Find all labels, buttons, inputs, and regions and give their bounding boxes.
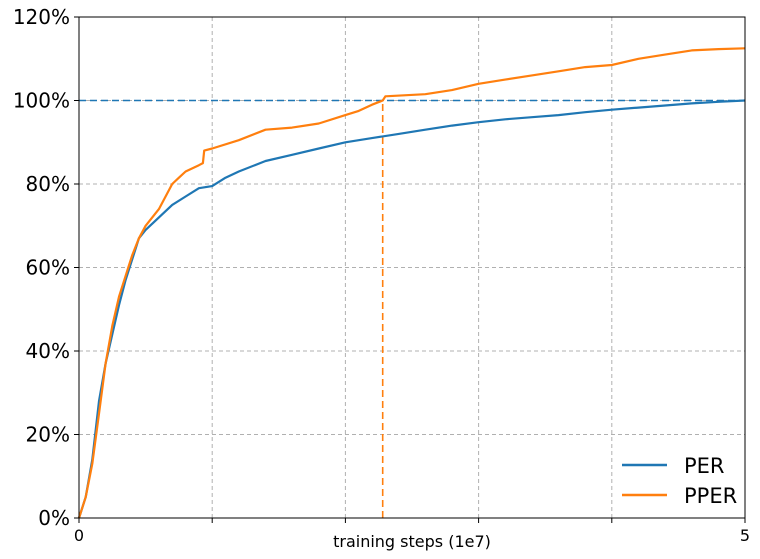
y-tick-label-6: 120% — [13, 5, 70, 29]
grid — [79, 17, 745, 518]
y-tick-label-2: 40% — [26, 339, 70, 363]
series-line-per — [77, 99, 746, 519]
series-line-pper — [77, 47, 746, 519]
x-axis-label: training steps (1e7) — [333, 532, 491, 551]
series-lines — [77, 47, 746, 519]
legend: PER PPER — [622, 454, 737, 508]
y-tick-label-4: 80% — [26, 172, 70, 196]
legend-label-pper: PPER — [684, 484, 737, 508]
legend-label-per: PER — [684, 454, 725, 478]
x-tick-label-0: 0 — [74, 526, 84, 545]
y-axis: 0% 20% 40% 60% 80% 100% 120% — [13, 5, 79, 530]
y-tick-label-5: 100% — [13, 89, 70, 113]
reference-lines — [79, 99, 745, 518]
x-tick-label-5: 5 — [740, 526, 750, 545]
y-tick-label-0: 0% — [38, 506, 70, 530]
y-tick-label-1: 20% — [26, 423, 70, 447]
y-tick-label-3: 60% — [26, 256, 70, 280]
